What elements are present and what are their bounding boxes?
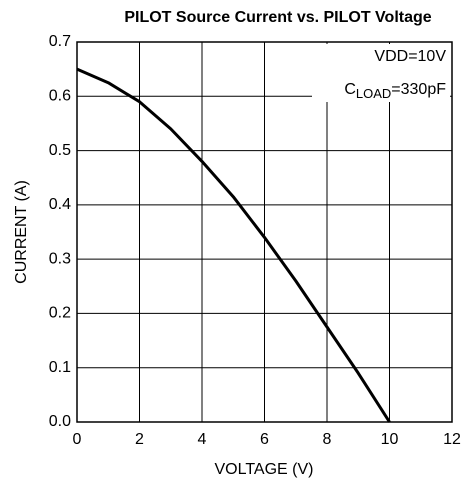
annotation: VDD=10V: [374, 48, 446, 65]
y-tick-label: 0.3: [49, 250, 71, 267]
chart-title: PILOT Source Current vs. PILOT Voltage: [124, 9, 431, 26]
y-axis-label: CURRENT (A): [13, 180, 30, 284]
annotation-part: VDD=10V: [374, 48, 446, 65]
y-tick-label: 0.6: [49, 88, 71, 105]
annotation-part: LOAD: [356, 86, 391, 101]
y-tick-label: 0.5: [49, 142, 71, 159]
x-axis-label: VOLTAGE (V): [215, 461, 314, 478]
x-tick-label: 4: [198, 431, 207, 448]
y-tick-label: 0.0: [49, 413, 71, 430]
y-tick-label: 0.4: [49, 196, 71, 213]
y-tick-label: 0.1: [49, 359, 71, 376]
annotation-background: [312, 44, 450, 102]
y-tick-label: 0.2: [49, 305, 71, 322]
x-tick-label: 8: [323, 431, 332, 448]
annotation: CLOAD=330pF: [344, 81, 446, 101]
x-tick-label: 0: [73, 431, 82, 448]
line-series: [76, 67, 391, 423]
annotation-part: =330pF: [391, 81, 446, 98]
x-tick-label: 10: [381, 431, 399, 448]
y-tick-label: 0.7: [49, 33, 71, 50]
x-tick-label: 12: [443, 431, 461, 448]
x-tick-label: 6: [260, 431, 269, 448]
annotation-part: C: [344, 81, 356, 98]
plot-frame: [76, 41, 453, 423]
x-tick-label: 2: [135, 431, 144, 448]
